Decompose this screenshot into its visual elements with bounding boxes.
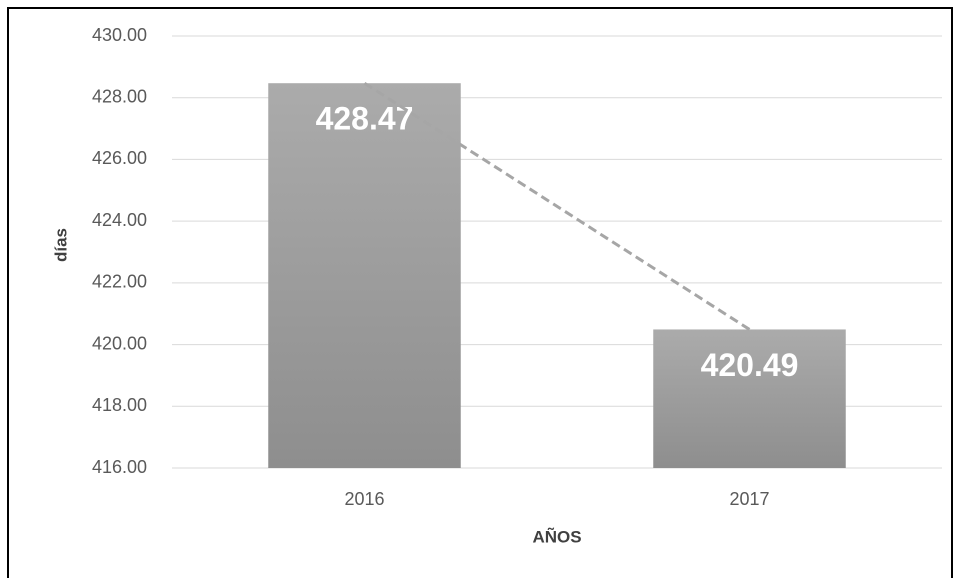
y-tick-label: 424.00 — [92, 210, 147, 230]
x-tick-label: 2017 — [729, 489, 769, 509]
y-tick-label: 428.00 — [92, 86, 147, 106]
y-tick-label: 418.00 — [92, 395, 147, 415]
data-label: 428.47 — [316, 101, 414, 137]
bar — [268, 83, 461, 468]
frame — [7, 7, 953, 578]
y-axis-label: días — [51, 228, 70, 262]
x-tick-label: 2016 — [344, 489, 384, 509]
y-tick-label: 416.00 — [92, 457, 147, 477]
y-tick-label: 420.00 — [92, 333, 147, 353]
y-tick-label: 422.00 — [92, 272, 147, 292]
bar — [653, 329, 846, 468]
data-label: 420.49 — [701, 347, 799, 383]
y-tick-label: 430.00 — [92, 25, 147, 45]
x-axis-label: AÑOS — [532, 526, 581, 546]
y-tick-label: 426.00 — [92, 148, 147, 168]
trendline — [363, 81, 751, 331]
